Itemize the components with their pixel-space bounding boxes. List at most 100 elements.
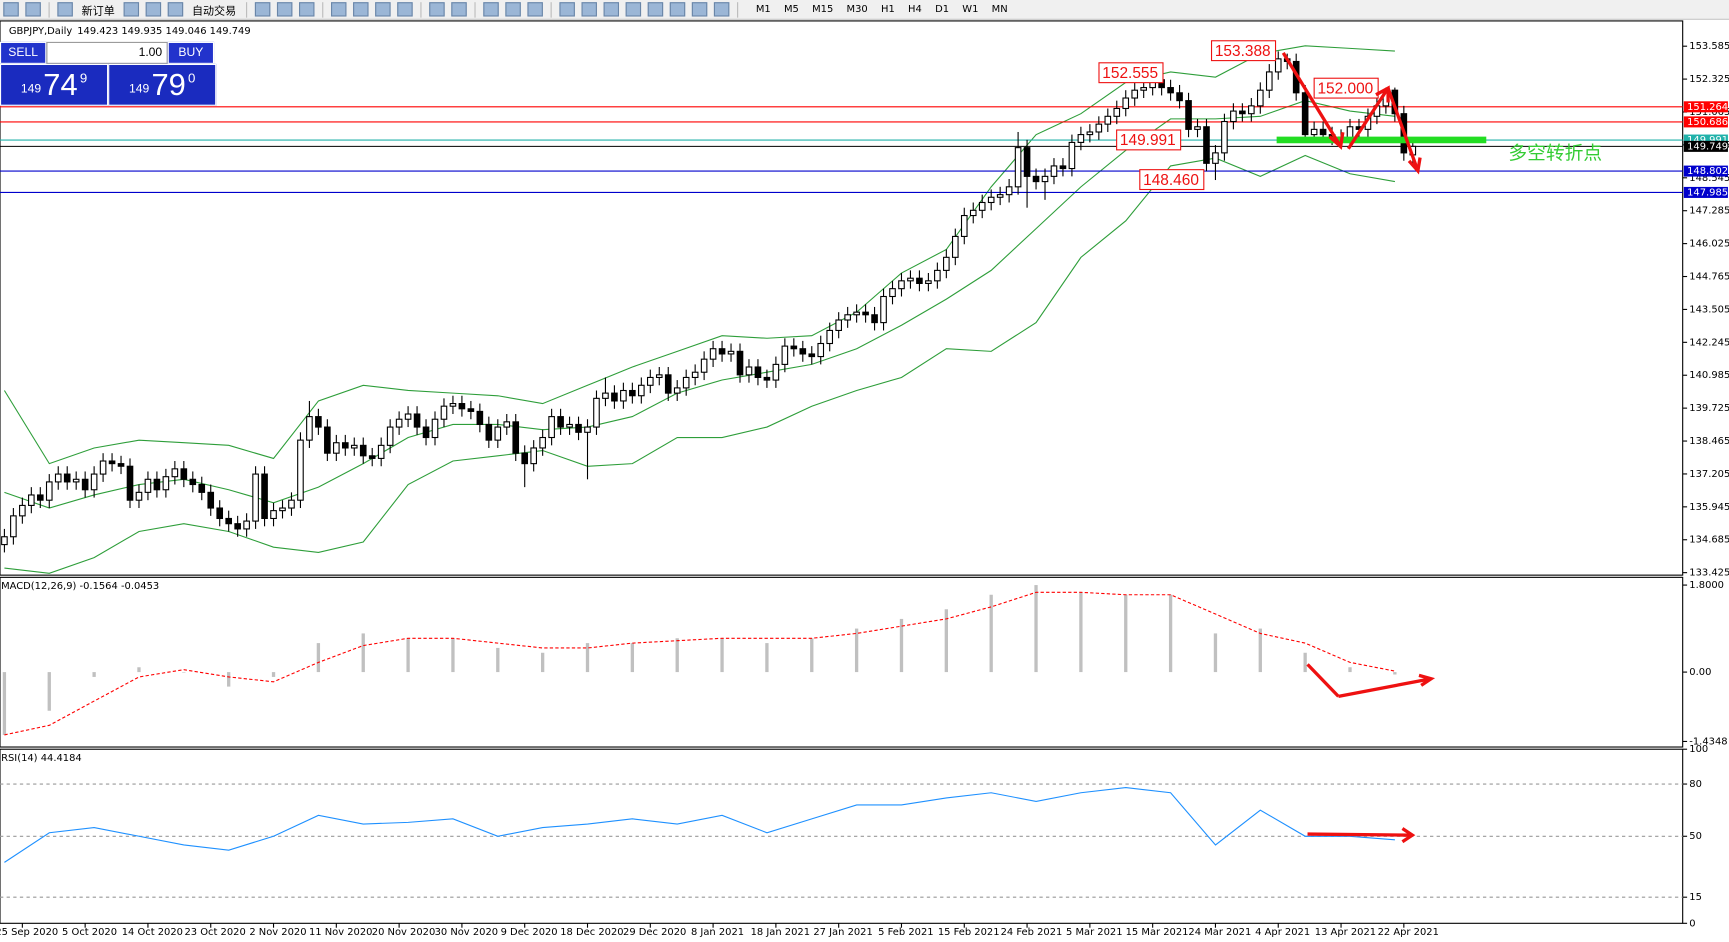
candle-body (449, 403, 457, 407)
tool-icon[interactable] (713, 2, 730, 17)
macd-bar (361, 633, 365, 673)
candle-body (1, 536, 8, 546)
candle-body (664, 374, 672, 394)
tool-icon[interactable] (375, 2, 391, 17)
tool-icon[interactable] (57, 2, 73, 17)
candle-body (225, 517, 232, 525)
buy-button[interactable]: BUY (167, 41, 215, 64)
tool-icon[interactable] (505, 2, 521, 17)
tool-icon[interactable] (451, 2, 467, 17)
candle-body (10, 515, 17, 538)
candle-body (485, 423, 493, 441)
timeframe-button[interactable]: W1 (962, 3, 979, 15)
candle-body (718, 348, 726, 355)
tool-icon[interactable] (429, 2, 445, 17)
candle-body (126, 465, 134, 501)
candle-body (808, 353, 816, 358)
candle-body (1310, 128, 1318, 136)
tool-icon[interactable] (167, 2, 184, 17)
y-tick-label: 0 (1689, 918, 1695, 929)
candle-body (28, 494, 35, 506)
timeframe-button[interactable]: H1 (880, 3, 895, 15)
candle-body (1256, 89, 1264, 107)
tool-icon[interactable] (353, 2, 369, 17)
tool-icon[interactable] (299, 2, 315, 17)
tool-icon[interactable] (397, 2, 413, 17)
candle-body (1104, 115, 1112, 125)
buy-price[interactable]: 149 79 0 (108, 63, 217, 106)
tool-icon[interactable] (603, 2, 620, 17)
candle-body (81, 478, 89, 491)
arrow-head (1328, 131, 1345, 150)
x-tick-label: 13 Apr 2021 (1315, 927, 1376, 938)
timeframe-button[interactable]: D1 (935, 3, 950, 15)
candle-body (907, 277, 914, 282)
candle-body (350, 444, 358, 449)
timeframe-button[interactable]: M15 (812, 3, 834, 15)
tool-icon[interactable] (581, 2, 597, 17)
tool-icon[interactable] (483, 2, 499, 17)
x-tick-label: 25 Sep 2020 (0, 927, 58, 938)
one-click-panel: SELL 1.00 BUY 149 74 9 149 79 0 (0, 41, 217, 107)
candle-body (557, 416, 564, 428)
candle-body (996, 194, 1004, 198)
timeframe-button[interactable]: H4 (908, 3, 922, 15)
tool-icon[interactable] (25, 2, 41, 17)
tool-icon[interactable] (3, 2, 19, 17)
tool-icon[interactable] (123, 2, 140, 17)
candle-body (467, 408, 475, 412)
candle-body (655, 374, 663, 379)
timeframe-button[interactable]: M1 (755, 3, 771, 15)
candle-body (63, 473, 71, 483)
bollinger-band (4, 100, 1395, 509)
lot-input[interactable]: 1.00 (46, 41, 168, 64)
macd-bar (585, 643, 590, 673)
candle-body (243, 520, 250, 530)
timeframe-button[interactable]: MN (991, 3, 1008, 15)
y-tick-label: 139.725 (1689, 403, 1729, 414)
annotation-box (1139, 169, 1205, 191)
toolbar: 新订单 自动交易 M1 M5 M15 M30 H1 H4 D1 W1 MN (0, 0, 1729, 20)
x-tick-label: 30 Nov 2020 (435, 927, 498, 938)
tool-icon[interactable] (559, 2, 575, 17)
tool-icon[interactable] (647, 2, 664, 17)
candle-body (880, 295, 887, 324)
macd-bar (1079, 592, 1083, 673)
tool-icon[interactable] (527, 2, 543, 17)
candle-body (763, 376, 771, 381)
candle-body (458, 403, 466, 410)
auto-trading-button[interactable]: 自动交易 (191, 5, 237, 18)
candle-body (494, 426, 502, 441)
candle-body (691, 371, 699, 379)
tool-icon[interactable] (145, 2, 162, 17)
timeframe-button[interactable]: M5 (783, 3, 799, 15)
timeframe-button[interactable]: M30 (846, 3, 868, 15)
candle-body (853, 311, 860, 316)
tool-icon[interactable] (331, 2, 347, 17)
candle-body (422, 426, 430, 439)
annotation: 153.388 (1215, 43, 1271, 60)
tool-icon[interactable] (254, 2, 271, 17)
tool-icon[interactable] (691, 2, 708, 17)
tool-icon[interactable] (276, 2, 293, 17)
candle-body (1239, 110, 1246, 115)
candle-body (395, 418, 403, 428)
tool-icon[interactable] (625, 2, 642, 17)
candle-body (1131, 89, 1139, 99)
sell-price[interactable]: 149 74 9 (0, 63, 109, 106)
price-tag (1683, 116, 1728, 128)
y-tick-label: 153.585 (1689, 41, 1729, 52)
new-order-button[interactable]: 新订单 (81, 5, 115, 18)
sell-button[interactable]: SELL (0, 41, 47, 64)
arrow (1338, 677, 1432, 698)
tool-icon[interactable] (669, 2, 686, 17)
y-tick-label: 148.545 (1689, 173, 1729, 184)
macd-bar (406, 638, 410, 673)
x-tick-label: 4 Apr 2021 (1255, 927, 1310, 938)
candle-body (1265, 71, 1273, 91)
candle-body (781, 345, 789, 365)
candle-body (1041, 175, 1049, 183)
candle-body (1212, 152, 1219, 164)
price-tag (1683, 165, 1728, 177)
